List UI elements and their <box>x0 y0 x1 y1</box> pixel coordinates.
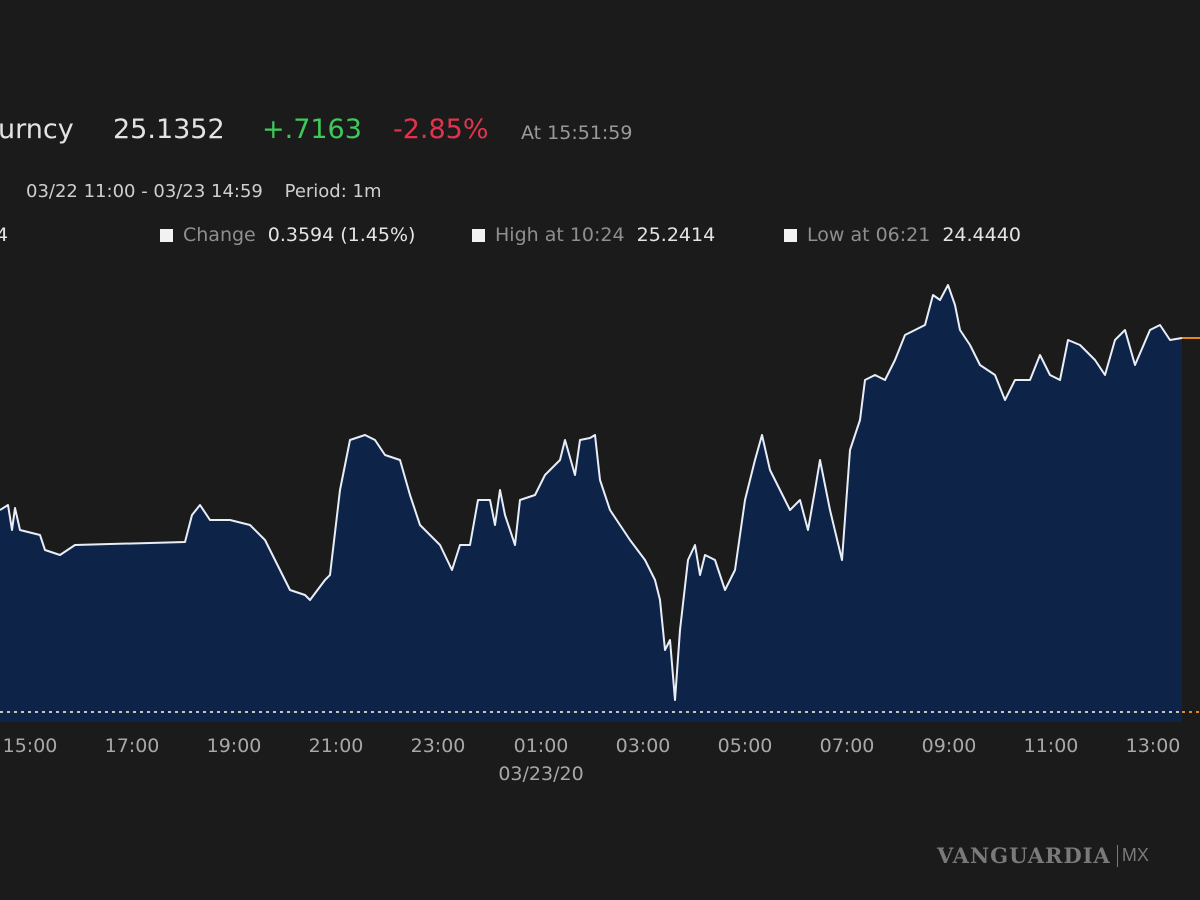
x-tick: 03:00 <box>615 735 671 757</box>
quote-timestamp: At 15:51:59 <box>521 122 633 144</box>
x-tick: 07:00 <box>819 735 875 757</box>
x-tick: 21:00 <box>308 735 364 757</box>
x-tick: 13:00 <box>1125 735 1181 757</box>
x-tick: 15:00 <box>2 735 58 757</box>
stat-label: Change <box>183 224 256 246</box>
area-fill <box>0 285 1182 722</box>
x-tick: 17:00 <box>104 735 160 757</box>
percent-change: -2.85% <box>393 114 489 145</box>
stat-low[interactable]: Low at 06:21 24.4440 <box>784 224 1021 246</box>
x-tick: 05:00 <box>717 735 773 757</box>
x-tick: 01:00 <box>513 735 569 757</box>
period-label: Period: 1m <box>284 181 382 202</box>
x-tick: 09:00 <box>921 735 977 757</box>
date-range-row: 03/22 11:00 - 03/23 14:59 Period: 1m <box>26 181 382 202</box>
legend-square-icon <box>472 228 485 242</box>
legend-square-icon <box>784 228 797 242</box>
stat-label: High at 10:24 <box>495 224 625 246</box>
price-area-chart[interactable] <box>0 270 1200 730</box>
watermark-suffix: MX <box>1121 845 1149 865</box>
x-date-label: 03/23/20 <box>498 763 584 785</box>
price-line <box>0 284 1183 701</box>
x-tick: 19:00 <box>206 735 262 757</box>
date-range: 03/22 11:00 - 03/23 14:59 <box>26 181 263 202</box>
stat-value: 0.3594 (1.45%) <box>267 224 416 246</box>
stats-legend: 4 Change 0.3594 (1.45%) High at 10:24 25… <box>0 224 1200 250</box>
stat-label: Low at 06:21 <box>807 224 931 246</box>
last-price: 25.1352 <box>113 114 225 145</box>
watermark-logo: VANGUARDIA MX <box>937 843 1149 868</box>
stat-value: 25.2414 <box>636 224 716 246</box>
stat-high[interactable]: High at 10:24 25.2414 <box>472 224 715 246</box>
x-axis: 15:00 17:00 19:00 21:00 23:00 01:00 03:0… <box>0 735 1200 795</box>
stat-value: 24.4440 <box>942 224 1021 246</box>
legend-square-icon <box>160 228 173 242</box>
security-title: urncy <box>0 114 74 145</box>
net-change: +.7163 <box>262 114 362 145</box>
clipped-stat-value: 4 <box>0 224 9 246</box>
watermark-brand: VANGUARDIA <box>937 843 1111 868</box>
x-tick: 23:00 <box>410 735 466 757</box>
watermark-divider <box>1116 844 1118 867</box>
stat-change[interactable]: Change 0.3594 (1.45%) <box>160 224 415 246</box>
x-tick: 11:00 <box>1023 735 1079 757</box>
